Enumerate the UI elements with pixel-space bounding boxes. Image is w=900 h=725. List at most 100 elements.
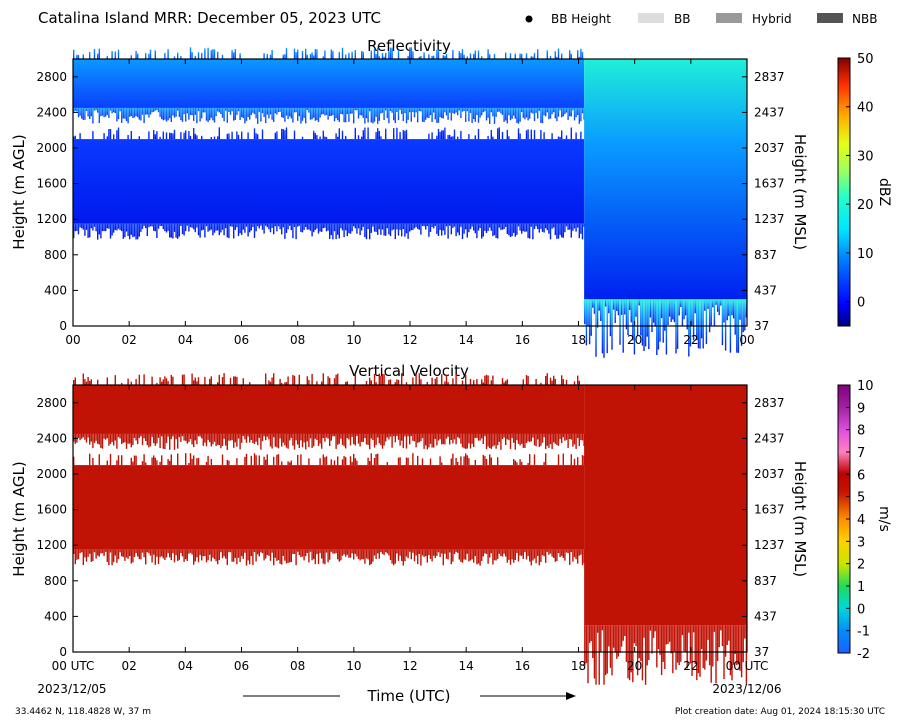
echo-streak	[306, 54, 308, 59]
echo-streak	[196, 381, 198, 385]
echo-streak	[581, 455, 584, 466]
echo-streak	[257, 134, 259, 140]
echo-streak	[125, 223, 128, 232]
echo-streak	[460, 223, 462, 227]
echo-streak	[137, 53, 139, 59]
echo-streak	[557, 223, 560, 239]
echo-streak	[418, 107, 420, 112]
echo-streak	[452, 453, 454, 466]
echo-streak	[138, 223, 140, 237]
echo-streak	[290, 223, 292, 231]
echo-streak	[242, 549, 244, 559]
echo-streak	[73, 456, 75, 466]
echo-streak	[380, 136, 382, 140]
echo-streak	[338, 107, 340, 122]
x-tick-label: 20	[627, 659, 642, 673]
echo-streak	[439, 549, 441, 558]
echo-streak	[581, 51, 584, 59]
echo-streak	[273, 433, 275, 438]
echo-streak	[143, 107, 145, 124]
echo-streak	[292, 107, 294, 123]
echo-streak	[337, 373, 339, 385]
echo-streak	[489, 549, 491, 558]
y-tick-label: 2800	[36, 70, 67, 84]
echo-streak	[484, 223, 486, 231]
echo-streak	[276, 107, 278, 115]
echo-streak	[301, 50, 304, 59]
echo-streak	[266, 107, 268, 115]
echo-streak	[713, 299, 716, 327]
echo-streak	[362, 223, 364, 227]
echo-streak	[82, 549, 84, 566]
echo-streak	[553, 375, 555, 385]
echo-streak	[369, 461, 371, 466]
echo-streak	[744, 625, 746, 639]
echo-streak	[284, 54, 286, 59]
echo-streak	[578, 56, 580, 59]
echo-streak	[252, 107, 254, 113]
echo-streak	[447, 549, 449, 560]
echo-streak	[346, 433, 348, 439]
echo-streak	[521, 433, 523, 444]
echo-streak	[113, 433, 115, 446]
echo-streak	[113, 549, 115, 563]
echo-streak	[109, 128, 112, 140]
velocity-title: Vertical Velocity	[349, 362, 469, 380]
echo-streak	[524, 433, 526, 449]
echo-streak	[578, 107, 580, 124]
echo-streak	[692, 625, 695, 633]
echo-streak	[337, 433, 339, 445]
echo-streak	[369, 107, 371, 112]
echo-streak	[362, 130, 364, 140]
echo-streak	[293, 107, 296, 113]
echo-streak	[154, 107, 156, 111]
echo-streak	[742, 625, 744, 663]
echo-streak	[380, 549, 382, 553]
echo-streak	[265, 433, 267, 441]
echo-streak	[324, 223, 326, 228]
echo-streak	[641, 299, 644, 346]
echo-streak	[678, 625, 680, 666]
echo-streak	[343, 433, 345, 447]
echo-streak	[359, 433, 361, 447]
echo-streak	[572, 223, 574, 231]
echo-streak	[405, 382, 408, 385]
echo-streak	[469, 53, 472, 59]
echo-streak	[308, 379, 310, 385]
echo-streak	[405, 433, 408, 449]
echo-streak	[265, 549, 267, 559]
echo-streak	[549, 55, 552, 59]
echo-streak	[90, 549, 92, 562]
end-date-label: 2023/12/06	[712, 682, 781, 696]
echo-streak	[172, 133, 174, 140]
echo-streak	[420, 433, 422, 442]
echo-streak	[127, 549, 129, 559]
echo-streak	[357, 223, 360, 229]
echo-streak	[343, 549, 345, 555]
y2-tick-label: 1237	[754, 538, 785, 552]
echo-streak	[449, 134, 451, 140]
echo-streak	[233, 223, 235, 239]
echo-streak	[554, 549, 556, 562]
echo-streak	[654, 299, 656, 327]
echo-streak	[473, 549, 475, 563]
echo-streak	[417, 549, 419, 565]
echo-streak	[220, 107, 222, 114]
echo-streak	[429, 549, 432, 559]
echo-streak	[317, 223, 320, 234]
colorbar-tick-label: 4	[857, 513, 865, 528]
echo-streak	[159, 223, 161, 227]
echo-streak	[321, 107, 323, 115]
echo-streak	[439, 433, 441, 440]
echo-streak	[549, 223, 552, 240]
echo-streak	[173, 56, 176, 59]
echo-streak	[133, 433, 136, 438]
echo-streak	[130, 433, 132, 448]
echo-streak	[178, 433, 180, 438]
echo-streak	[95, 107, 97, 111]
echo-streak	[505, 380, 507, 385]
echo-streak	[732, 625, 735, 665]
echo-streak	[524, 223, 526, 232]
echo-streak	[308, 433, 310, 448]
echo-layer	[584, 59, 747, 300]
